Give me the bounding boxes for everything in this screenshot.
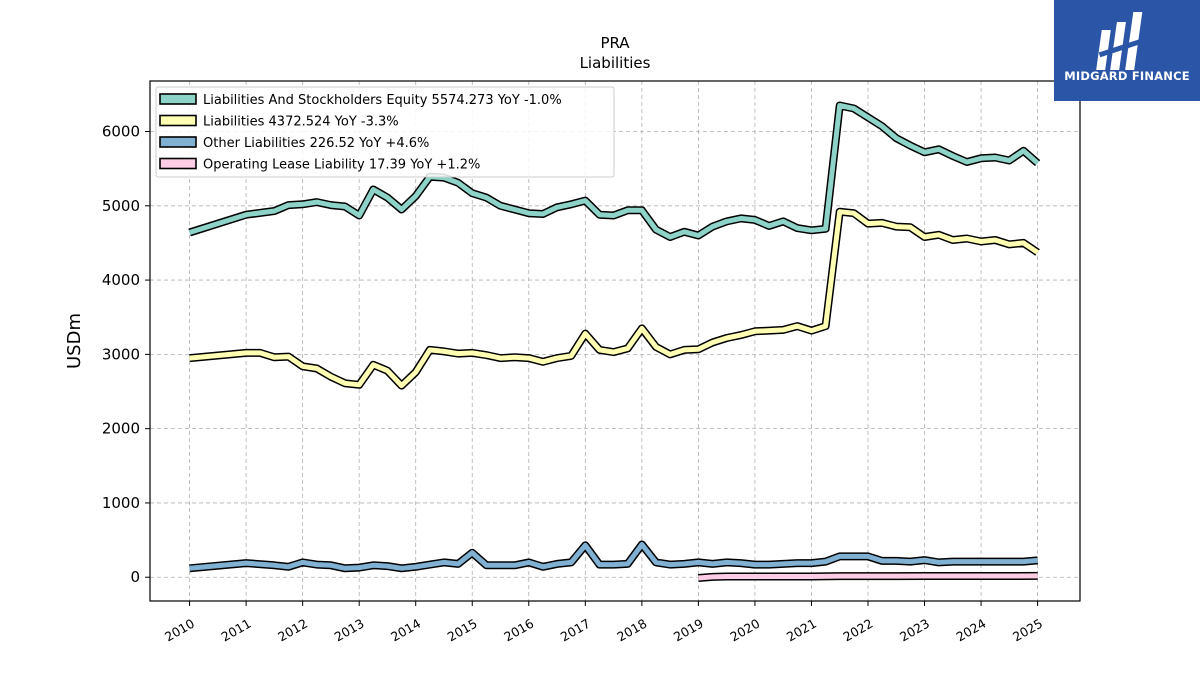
x-tick-label: 2010 — [162, 616, 197, 645]
legend-swatch — [159, 93, 197, 105]
plot-frame — [149, 80, 1081, 602]
midgard-logo-mark-icon — [1096, 12, 1152, 70]
x-tick-label: 2021 — [784, 616, 819, 645]
chart-title: PRA — [600, 34, 630, 52]
series-1 — [189, 207, 1040, 390]
x-tick-label: 2012 — [275, 616, 310, 645]
x-tick-label: 2020 — [727, 616, 762, 645]
y-tick-label: 4000 — [102, 271, 140, 289]
x-tick-label: 2023 — [897, 616, 932, 645]
legend-entry: Other Liabilities 226.52 YoY +4.6% — [203, 136, 429, 151]
y-tick-label: 3000 — [102, 345, 140, 363]
series-2 — [189, 540, 1038, 573]
legend-swatch — [159, 157, 197, 170]
y-tick-label: 0 — [130, 568, 140, 586]
x-tick-label: 2019 — [671, 616, 706, 645]
y-tick-label: 2000 — [102, 420, 140, 438]
chart-subtitle: Liabilities — [580, 54, 651, 72]
series-line — [189, 209, 1039, 389]
grid-lines — [150, 81, 1080, 601]
y-tick-label: 6000 — [102, 123, 140, 141]
legend-entry: Liabilities 4372.524 YoY -3.3% — [203, 115, 399, 130]
y-tick-label: 1000 — [102, 494, 140, 512]
series-3 — [698, 571, 1038, 582]
series-line — [189, 542, 1038, 571]
y-tick-label: 5000 — [102, 197, 140, 215]
series-line — [698, 573, 1038, 581]
legend-entry: Liabilities And Stockholders Equity 5574… — [203, 93, 562, 108]
logo-brand-text: MIDGARD FINANCE — [1064, 69, 1190, 83]
x-tick-label: 2024 — [954, 616, 989, 645]
x-tick-label: 2013 — [332, 616, 367, 645]
midgard-finance-logo: MIDGARD FINANCE — [1054, 0, 1200, 101]
series-line — [188, 103, 1040, 240]
series-0 — [188, 101, 1041, 241]
y-axis-label: USDm — [64, 313, 85, 369]
legend-swatch — [159, 114, 197, 127]
legend-entry: Operating Lease Liability 17.39 YoY +1.2… — [203, 158, 480, 173]
series-line-outline — [189, 207, 1040, 390]
x-tick-label: 2025 — [1010, 616, 1045, 645]
legend-swatch — [159, 136, 197, 148]
x-tick-label: 2018 — [614, 616, 649, 645]
x-tick-label: 2016 — [501, 616, 536, 645]
series-lines — [188, 101, 1041, 582]
legend-box — [155, 86, 615, 178]
x-tick-label: 2022 — [840, 616, 875, 645]
x-tick-label: 2015 — [445, 616, 480, 645]
x-tick-label: 2011 — [219, 616, 254, 645]
x-tick-label: 2014 — [388, 616, 423, 645]
x-tick-label: 2017 — [558, 616, 593, 645]
legend: Liabilities And Stockholders Equity 5574… — [155, 86, 615, 178]
